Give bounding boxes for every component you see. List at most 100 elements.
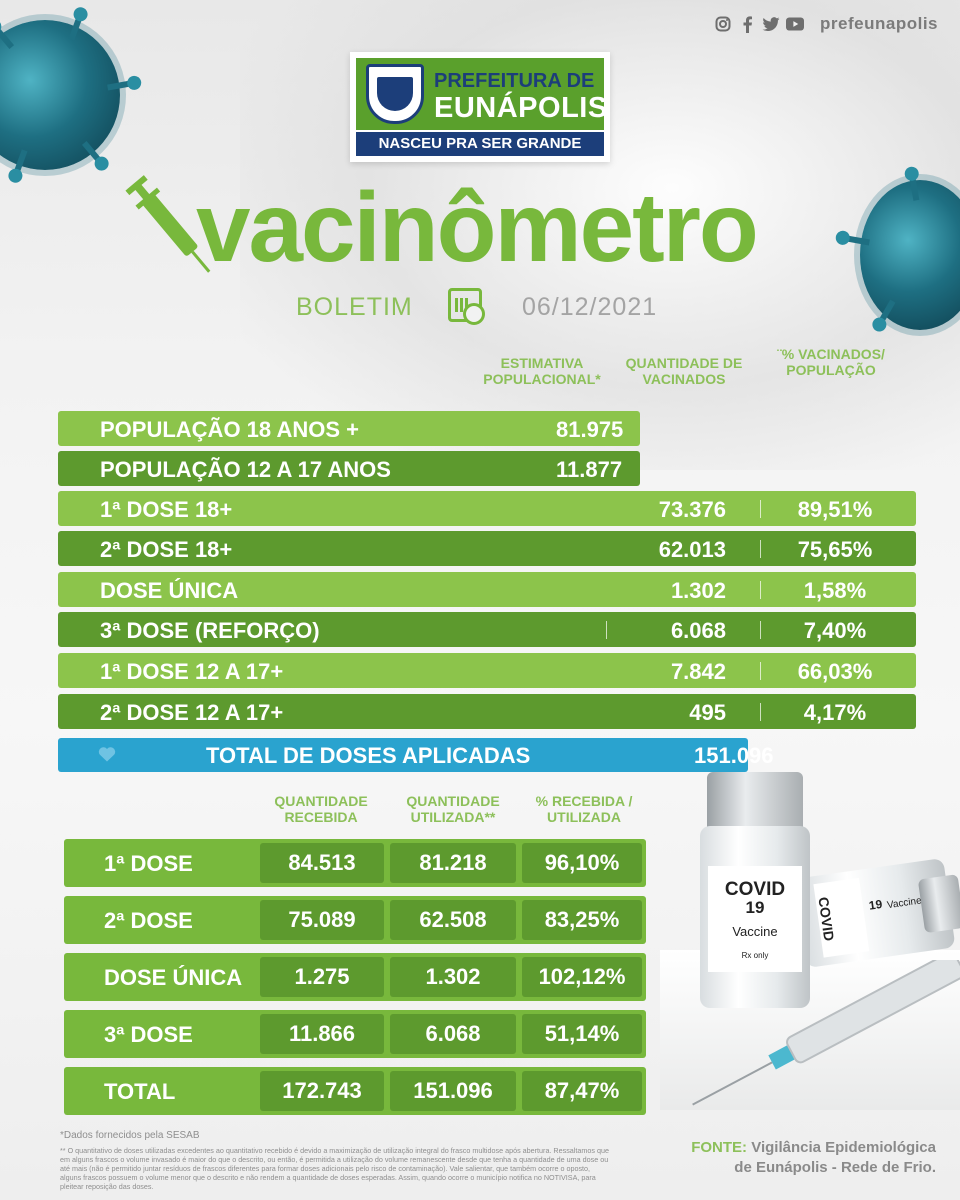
prefeitura-logo: PREFEITURA DE EUNÁPOLIS NASCEU PRA SER G… bbox=[350, 52, 610, 162]
total-doses-bar: TOTAL DE DOSES APLICADAS 151.096 bbox=[58, 738, 774, 772]
stock-row: 2ª DOSE 75.089 62.508 83,25% bbox=[64, 896, 646, 944]
dose-percent: 89,51% bbox=[797, 497, 873, 522]
vaccine-vial-front: COVID 19 Vaccine Rx only bbox=[700, 826, 810, 1008]
logo-green-panel: PREFEITURA DE EUNÁPOLIS bbox=[356, 58, 607, 130]
stock-label: 2ª DOSE bbox=[104, 908, 193, 933]
dose-row: 1ª DOSE 18+ 73.376 89,51% bbox=[58, 491, 916, 526]
dose-percent: 7,40% bbox=[803, 618, 867, 643]
footnote-sesab: *Dados fornecidos pela SESAB bbox=[60, 1130, 200, 1141]
heart-icon bbox=[98, 747, 116, 762]
dose-percent: 66,03% bbox=[797, 659, 873, 684]
bulletin-date: 06/12/2021 bbox=[522, 293, 658, 321]
dose-row: 2ª DOSE 12 A 17+ 495 4,17% bbox=[58, 694, 916, 729]
calendar-clock-icon bbox=[448, 288, 485, 325]
header-vaccinated: QUANTIDADE DE VACINADOS bbox=[625, 355, 743, 388]
dose-percent: 4,17% bbox=[803, 700, 867, 725]
vial-front-l2: 19 bbox=[745, 898, 765, 917]
row-divider bbox=[760, 500, 761, 518]
dose-label: 1ª DOSE 18+ bbox=[100, 497, 233, 522]
source-prefix: FONTE: bbox=[691, 1139, 748, 1156]
stock-used: 6.068 bbox=[390, 1014, 516, 1054]
bulletin-label: BOLETIM bbox=[296, 293, 413, 321]
vial-back-cap bbox=[917, 874, 960, 934]
vial-front-l4: Rx only bbox=[741, 950, 769, 960]
dose-label: DOSE ÚNICA bbox=[100, 578, 239, 603]
syringe-illustration bbox=[692, 960, 960, 1106]
stock-percent: 83,25% bbox=[522, 900, 642, 940]
stock-row: 3ª DOSE 11.866 6.068 51,14% bbox=[64, 1010, 646, 1058]
virus-illustration-left bbox=[0, 14, 134, 176]
dose-row: 3ª DOSE (REFORÇO) 6.068 7,40% bbox=[58, 612, 916, 647]
logo-line2: EUNÁPOLIS bbox=[434, 92, 608, 124]
social-handle[interactable]: prefeunapolis bbox=[820, 14, 938, 33]
header-used: QUANTIDADE UTILIZADA** bbox=[406, 793, 500, 826]
total-doses-label: TOTAL DE DOSES APLICADAS bbox=[206, 743, 531, 768]
dose-label: 2ª DOSE 18+ bbox=[100, 537, 233, 562]
page-title: vacinômetro bbox=[196, 172, 759, 282]
stock-received: 172.743 bbox=[260, 1071, 384, 1111]
virus-illustration-right bbox=[843, 174, 960, 330]
logo-line1: PREFEITURA DE bbox=[434, 70, 595, 92]
source-line2: de Eunápolis - Rede de Frio. bbox=[734, 1159, 936, 1177]
population-value: 11.877 bbox=[556, 457, 623, 482]
stock-percent: 87,47% bbox=[522, 1071, 642, 1111]
dose-quantity: 73.376 bbox=[658, 497, 726, 522]
syringe-icon bbox=[125, 175, 211, 273]
population-row-18: POPULAÇÃO 18 ANOS + 81.975 bbox=[58, 411, 640, 446]
total-doses-value: 151.096 bbox=[694, 743, 774, 768]
stock-used: 1.302 bbox=[390, 957, 516, 997]
vial-back-l3: Vaccine bbox=[886, 895, 923, 912]
stock-row: 1ª DOSE 84.513 81.218 96,10% bbox=[64, 839, 646, 887]
dose-quantity: 6.068 bbox=[670, 618, 726, 643]
vial-front-l1: COVID bbox=[724, 879, 786, 900]
stock-label: DOSE ÚNICA bbox=[104, 965, 243, 990]
vial-front-l3: Vaccine bbox=[732, 923, 778, 939]
row-divider bbox=[760, 621, 761, 639]
stock-received: 84.513 bbox=[260, 843, 384, 883]
dose-row: DOSE ÚNICA 1.302 1,58% bbox=[58, 572, 916, 607]
row-divider bbox=[606, 621, 607, 639]
dose-row: 2ª DOSE 18+ 62.013 75,65% bbox=[58, 531, 916, 566]
city-crest-icon bbox=[366, 64, 424, 124]
dose-quantity: 62.013 bbox=[658, 537, 726, 562]
facebook-icon[interactable] bbox=[738, 15, 756, 33]
header-percent: ¨% VACINADOS/ POPULAÇÃO bbox=[777, 346, 885, 379]
row-divider bbox=[760, 540, 761, 558]
instagram-icon[interactable] bbox=[714, 15, 732, 33]
vial-back-l1: COVID bbox=[815, 895, 838, 943]
dose-quantity: 495 bbox=[689, 700, 726, 725]
source-line1: Vigilância Epidemiológica bbox=[751, 1139, 936, 1156]
dose-percent: 1,58% bbox=[803, 578, 867, 603]
vial-back-l2: 19 bbox=[867, 896, 884, 913]
stock-percent: 96,10% bbox=[522, 843, 642, 883]
vial-back-label: COVID bbox=[813, 877, 870, 958]
stock-used: 151.096 bbox=[390, 1071, 516, 1111]
stock-received: 75.089 bbox=[260, 900, 384, 940]
dose-percent: 75,65% bbox=[797, 537, 873, 562]
source-credit: FONTE: Vigilância Epidemiológica de Euná… bbox=[691, 1138, 936, 1179]
dose-quantity: 7.842 bbox=[670, 659, 726, 684]
row-divider bbox=[760, 581, 761, 599]
dose-quantity: 1.302 bbox=[670, 578, 726, 603]
header-received-used-percent: % RECEBIDA / UTILIZADA bbox=[535, 793, 633, 826]
footnote-doses: ** O quantitativo de doses utilizadas ex… bbox=[60, 1146, 609, 1191]
stock-received: 1.275 bbox=[260, 957, 384, 997]
youtube-icon[interactable] bbox=[786, 15, 805, 33]
stock-row-total: TOTAL 172.743 151.096 87,47% bbox=[64, 1067, 646, 1115]
stock-used: 62.508 bbox=[390, 900, 516, 940]
twitter-icon[interactable] bbox=[762, 15, 780, 33]
vial-front-label: COVID 19 Vaccine Rx only bbox=[708, 866, 802, 972]
population-row-12-17: POPULAÇÃO 12 A 17 ANOS 11.877 bbox=[58, 451, 640, 486]
dose-label: 3ª DOSE (REFORÇO) bbox=[100, 618, 320, 643]
dose-label: 1ª DOSE 12 A 17+ bbox=[100, 659, 284, 684]
population-label: POPULAÇÃO 12 A 17 ANOS bbox=[100, 457, 391, 482]
stock-row: DOSE ÚNICA 1.275 1.302 102,12% bbox=[64, 953, 646, 1001]
stock-label: 1ª DOSE bbox=[104, 851, 193, 876]
stock-percent: 102,12% bbox=[522, 957, 642, 997]
header-estimate: ESTIMATIVA POPULACIONAL* bbox=[483, 355, 601, 388]
stock-label: 3ª DOSE bbox=[104, 1022, 193, 1047]
row-divider bbox=[760, 703, 761, 721]
population-label: POPULAÇÃO 18 ANOS + bbox=[100, 417, 359, 442]
stock-used: 81.218 bbox=[390, 843, 516, 883]
stock-label: TOTAL bbox=[104, 1079, 176, 1104]
